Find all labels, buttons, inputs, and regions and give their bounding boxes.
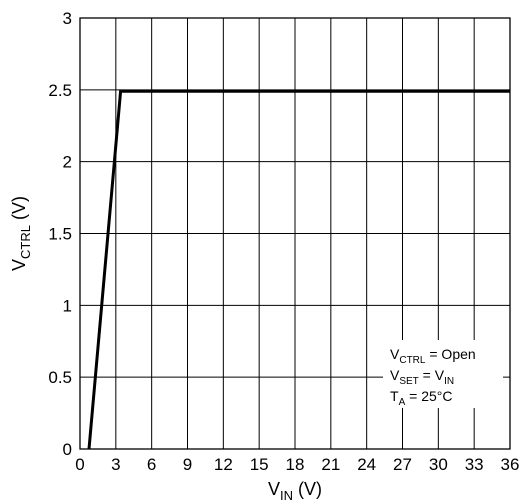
x-tick-label: 12: [214, 455, 233, 474]
y-axis-title-sub: CTRL: [18, 225, 33, 259]
annotation-ctrl-sub: CTRL: [399, 355, 426, 366]
x-tick-label: 24: [357, 455, 376, 474]
annotation-ctrl-rest: = Open: [425, 346, 475, 362]
y-tick-label: 2: [63, 153, 72, 172]
annotation-set-rest: = V: [419, 367, 445, 383]
annotation-line-ctrl: VCTRL = Open: [390, 346, 476, 366]
y-axis-title: VCTRL (V): [9, 196, 33, 271]
vctrl-line: [87, 89, 510, 450]
y-tick-label: 1.5: [48, 225, 72, 244]
y-tick-labels: 0 0.5 1 1.5 2 2.5 3: [48, 9, 72, 459]
annotation-set-main: V: [390, 367, 400, 383]
annotation-line-temp: TA = 25°C: [390, 388, 452, 408]
plot-frame: [79, 17, 511, 450]
y-axis-title-unit-text: (V): [9, 196, 29, 220]
y-axis-title-main: V: [9, 259, 29, 271]
x-tick-label: 3: [111, 455, 120, 474]
y-tick-label: 0: [63, 440, 72, 459]
x-tick-label: 27: [393, 455, 412, 474]
annotation-background: [383, 340, 503, 408]
x-axis-title-unit-text: (V): [298, 479, 322, 499]
y-tick-label: 2.5: [48, 81, 72, 100]
annotation-line-set: VSET = VIN: [390, 367, 454, 387]
x-axis-title: VIN (V): [268, 479, 322, 502]
y-tick-label: 1: [63, 296, 72, 315]
annotation-temp-sub: A: [399, 397, 406, 408]
x-tick-label: 0: [75, 455, 84, 474]
x-tick-label: 36: [501, 455, 520, 474]
x-tick-label: 9: [183, 455, 192, 474]
x-tick-label: 15: [250, 455, 269, 474]
x-axis-title-sub: IN: [280, 488, 293, 502]
x-tick-label: 6: [147, 455, 156, 474]
conditions-annotation: VCTRL = Open VSET = VIN TA = 25°C: [390, 346, 476, 408]
series-layer: [87, 89, 510, 450]
x-tick-label: 30: [429, 455, 448, 474]
y-tick-label: 0.5: [48, 368, 72, 387]
x-tick-label: 18: [286, 455, 305, 474]
annotation-set-sub2: IN: [444, 376, 454, 387]
x-tick-label: 33: [465, 455, 484, 474]
x-axis-title-main: V: [268, 479, 280, 499]
annotation-temp-main: T: [390, 388, 399, 404]
annotation-set-sub: SET: [399, 376, 418, 387]
x-tick-label: 21: [321, 455, 340, 474]
y-tick-label: 3: [63, 9, 72, 28]
annotation-temp-rest: = 25°C: [405, 388, 452, 404]
x-tick-labels: 0 3 6 9 12 15 18 21 24 27 30 33 36: [75, 455, 519, 474]
annotation-ctrl-main: V: [390, 346, 400, 362]
